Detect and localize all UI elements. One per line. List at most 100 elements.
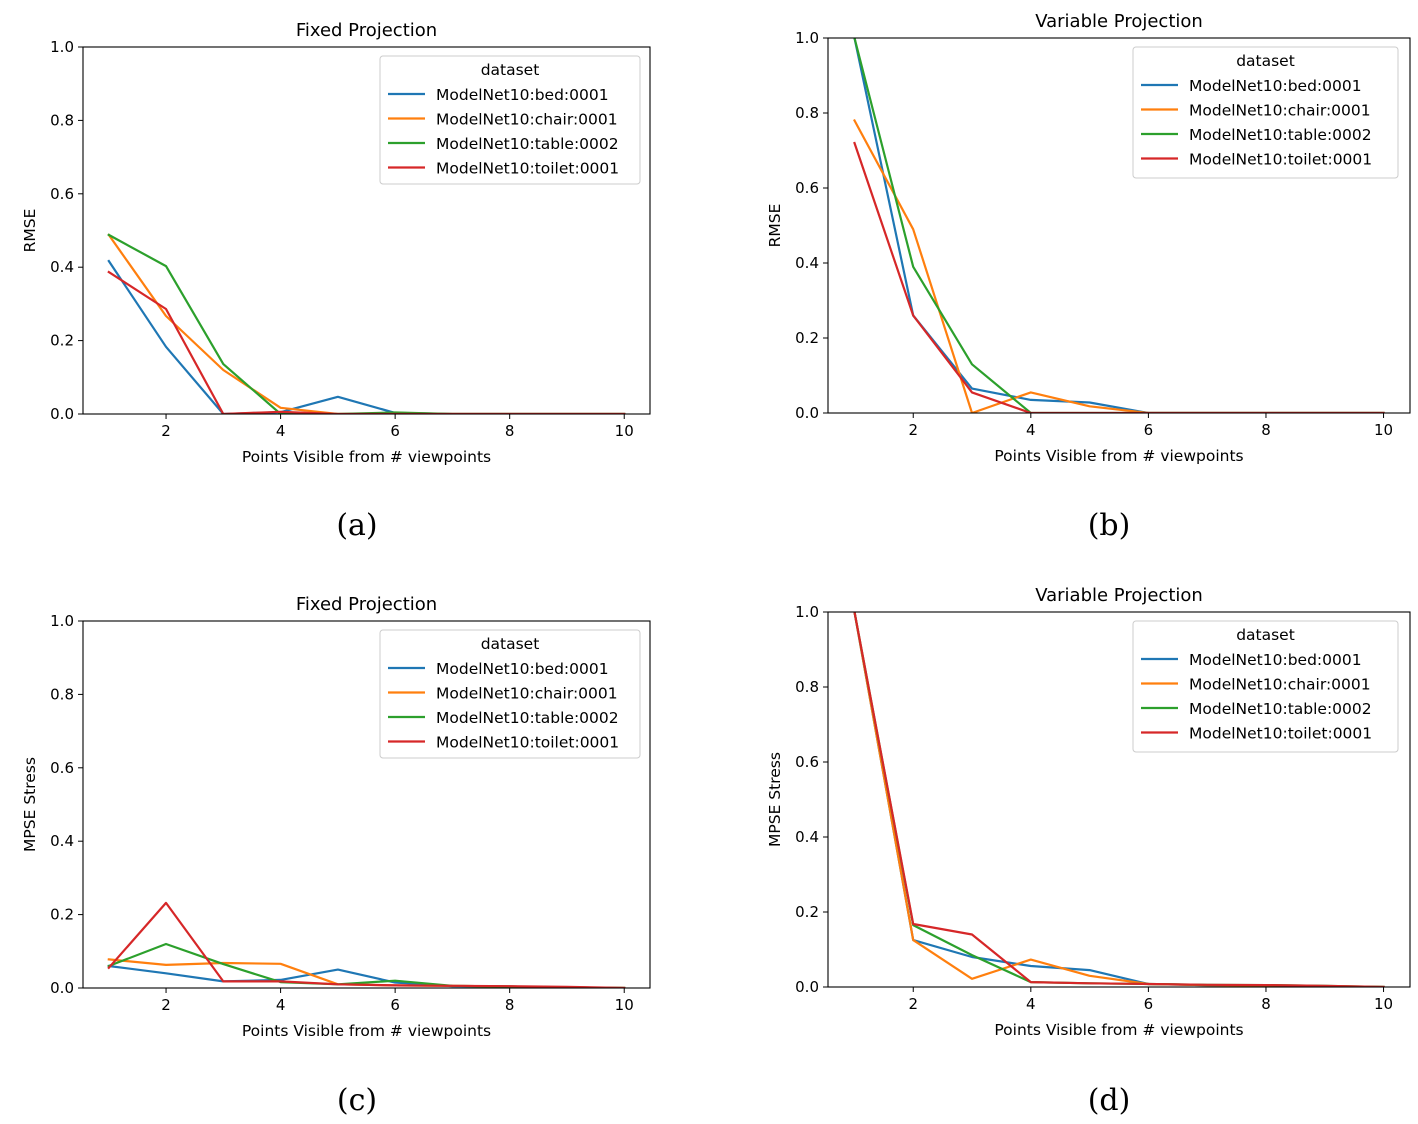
chart-panel-a: 0.0 0.2 0.4 0.6 0.8 1.0 2 4 6 8 10 Fixed Projection… (21, 20, 651, 543)
y-tick-label: 1.0 (795, 603, 819, 621)
legend-box (1132, 620, 1399, 753)
x-tick-label: 10 (1374, 421, 1393, 439)
legend-title: dataset (1236, 52, 1295, 70)
y-tick-label: 0.4 (50, 832, 74, 850)
x-axis-label: Points Visible from # viewpoints (242, 448, 491, 466)
y-tick-label: 1.0 (50, 38, 74, 56)
chart-title: Fixed Projection (296, 20, 437, 41)
x-tick-label: 6 (390, 996, 400, 1014)
series-line-toilet (107, 270, 626, 414)
y-axis-label: MPSE Stress (21, 757, 39, 852)
y-tick-label: 0.2 (795, 329, 819, 347)
legend-box (379, 629, 641, 759)
x-tick-label: 2 (908, 995, 918, 1013)
subfigure-caption: (a) (336, 508, 377, 543)
x-tick-label: 4 (276, 996, 286, 1014)
subfigure-caption: (d) (1088, 1083, 1131, 1118)
legend-entry-chair: ModelNet10:chair:0001 (1189, 676, 1371, 694)
y-tick-label: 0.4 (50, 258, 74, 276)
y-tick-label: 0.0 (795, 404, 819, 422)
series-line-chair (107, 958, 626, 988)
legend: dataset ModelNet10:bed:0001 ModelNet10:cha… (379, 629, 641, 759)
y-tick-label: 0.8 (50, 685, 74, 703)
x-tick-label: 8 (505, 422, 515, 440)
legend-entry-bed: ModelNet10:bed:0001 (436, 86, 609, 104)
chart-title: Variable Projection (1035, 585, 1203, 606)
chart-panel-b: 0.0 0.2 0.4 0.6 0.8 1.0 2 4 6 8 10 Variable Project… (766, 11, 1411, 543)
y-tick-label: 0.6 (50, 185, 74, 203)
y-axis-label: RMSE (21, 209, 39, 253)
plot-frame (827, 37, 1411, 414)
y-axis-label: MPSE Stress (766, 752, 784, 847)
legend-entry-chair: ModelNet10:chair:0001 (436, 685, 618, 703)
chart-title: Fixed Projection (296, 594, 437, 615)
subfigure-caption: (b) (1088, 508, 1131, 543)
chart-panel-d: 0.0 0.2 0.4 0.6 0.8 1.0 2 4 6 8 10 Variable Project… (766, 585, 1411, 1118)
y-tick-label: 0.4 (795, 254, 819, 272)
x-tick-label: 4 (1026, 421, 1036, 439)
legend: dataset ModelNet10:bed:0001 ModelNet10:cha… (1132, 620, 1399, 753)
legend-title: dataset (481, 635, 540, 653)
series-line-chair (107, 233, 626, 414)
legend-title: dataset (1236, 626, 1295, 644)
x-tick-label: 6 (390, 422, 400, 440)
legend-entry-bed: ModelNet10:bed:0001 (436, 660, 609, 678)
y-tick-label: 0.8 (795, 104, 819, 122)
x-tick-label: 10 (1374, 995, 1393, 1013)
y-tick-label: 0.4 (795, 828, 819, 846)
series-group (107, 901, 626, 988)
legend-entry-toilet: ModelNet10:toilet:0001 (1189, 151, 1372, 169)
plot-frame (82, 620, 651, 989)
x-tick-label: 4 (276, 422, 286, 440)
y-tick-label: 0.0 (50, 405, 74, 423)
y-tick-label: 1.0 (50, 612, 74, 630)
plot-frame (82, 46, 651, 415)
x-tick-label: 6 (1144, 421, 1154, 439)
x-tick-label: 8 (505, 996, 515, 1014)
x-tick-label: 6 (1144, 995, 1154, 1013)
x-axis-label: Points Visible from # viewpoints (242, 1022, 491, 1040)
legend-title: dataset (481, 61, 540, 79)
series-line-table (853, 38, 1385, 413)
plot-frame (827, 611, 1411, 988)
x-tick-label: 8 (1261, 421, 1271, 439)
y-tick-label: 0.0 (50, 979, 74, 997)
series-line-bed (853, 38, 1385, 413)
x-tick-label: 2 (161, 422, 171, 440)
subfigure-caption: (c) (337, 1083, 377, 1118)
legend-box (379, 55, 641, 185)
series-line-toilet (853, 612, 1385, 987)
series-group (107, 233, 626, 414)
y-tick-label: 0.2 (50, 332, 74, 350)
y-tick-label: 0.8 (795, 678, 819, 696)
legend-entry-toilet: ModelNet10:toilet:0001 (1189, 725, 1372, 743)
x-tick-label: 10 (615, 996, 634, 1014)
legend-entry-table: ModelNet10:table:0002 (436, 135, 619, 153)
y-tick-label: 0.6 (50, 759, 74, 777)
x-tick-label: 4 (1026, 995, 1036, 1013)
legend: dataset ModelNet10:bed:0001 ModelNet10:cha… (1132, 46, 1399, 179)
y-axis-label: RMSE (766, 204, 784, 248)
chart-title: Variable Projection (1035, 11, 1203, 32)
legend-entry-table: ModelNet10:table:0002 (1189, 126, 1372, 144)
y-tick-label: 0.2 (50, 906, 74, 924)
series-line-bed (107, 259, 626, 414)
x-tick-label: 2 (908, 421, 918, 439)
y-tick-label: 0.6 (795, 753, 819, 771)
y-tick-label: 0.6 (795, 179, 819, 197)
x-tick-label: 10 (615, 422, 634, 440)
legend-entry-bed: ModelNet10:bed:0001 (1189, 77, 1362, 95)
legend-box (1132, 46, 1399, 179)
legend-entry-toilet: ModelNet10:toilet:0001 (436, 734, 619, 752)
legend-entry-table: ModelNet10:table:0002 (1189, 700, 1372, 718)
x-axis-label: Points Visible from # viewpoints (994, 1021, 1243, 1039)
series-line-toilet (853, 141, 1385, 413)
y-tick-label: 0.0 (795, 978, 819, 996)
y-tick-label: 1.0 (795, 29, 819, 47)
legend-entry-bed: ModelNet10:bed:0001 (1189, 651, 1362, 669)
legend: dataset ModelNet10:bed:0001 ModelNet10:cha… (379, 55, 641, 185)
series-line-table (107, 233, 626, 414)
x-tick-label: 8 (1261, 995, 1271, 1013)
series-group (853, 38, 1385, 413)
